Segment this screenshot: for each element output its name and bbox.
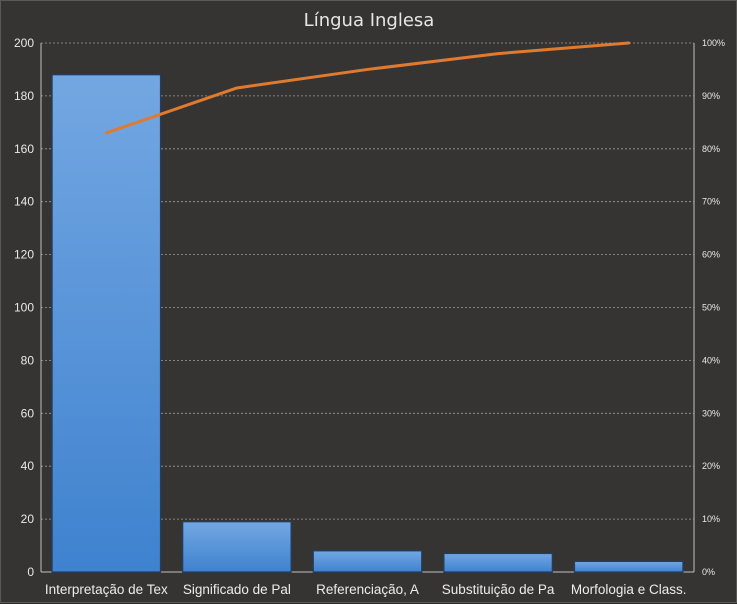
bar [51, 74, 162, 573]
y-tick-label: 40 [21, 459, 35, 473]
y2-tick-label: 20% [702, 461, 720, 471]
right-axis: 0% 10% 20% 30% 40% 50% 60% 70% 80% 90% 100% [702, 38, 725, 577]
y2-tick-label: 10% [702, 514, 720, 524]
bar [312, 550, 423, 573]
x-tick-label: Referenciação, A [316, 582, 419, 597]
x-tick-label: Significado de Pal [183, 582, 291, 597]
chart-title: Língua Inglesa [304, 10, 435, 31]
y2-tick-label: 90% [702, 91, 720, 101]
cumulative-line [104, 41, 631, 135]
y2-tick-label: 100% [702, 38, 725, 48]
y2-tick-label: 80% [702, 144, 720, 154]
y-tick-label: 140 [14, 195, 34, 209]
y2-tick-label: 30% [702, 408, 720, 418]
y2-tick-label: 70% [702, 197, 720, 207]
left-axis: 0 20 40 60 80 100 120 140 160 180 200 [14, 36, 34, 579]
y2-tick-label: 0% [702, 567, 715, 577]
x-tick-label: Substituição de Pa [442, 582, 555, 597]
x-tick-label: Morfologia e Class. [571, 582, 687, 597]
bar-layer [51, 74, 684, 573]
y-tick-label: 0 [27, 565, 34, 579]
y-tick-label: 160 [14, 142, 34, 156]
bar [443, 552, 553, 573]
y-tick-label: 100 [14, 301, 34, 315]
y-tick-label: 120 [14, 248, 34, 262]
category-axis: Interpretação de Tex Significado de Pal Re… [45, 582, 687, 597]
y-tick-label: 60 [21, 406, 35, 420]
y2-tick-label: 40% [702, 355, 720, 365]
bar [573, 560, 684, 573]
y-tick-label: 180 [14, 89, 34, 103]
y-tick-label: 80 [21, 353, 35, 367]
bar [182, 521, 292, 573]
y-tick-label: 20 [21, 512, 35, 526]
line-layer [104, 41, 631, 135]
y2-tick-label: 50% [702, 303, 720, 313]
y-tick-label: 200 [14, 36, 34, 50]
x-tick-label: Interpretação de Tex [45, 582, 168, 597]
y2-tick-label: 60% [702, 250, 720, 260]
